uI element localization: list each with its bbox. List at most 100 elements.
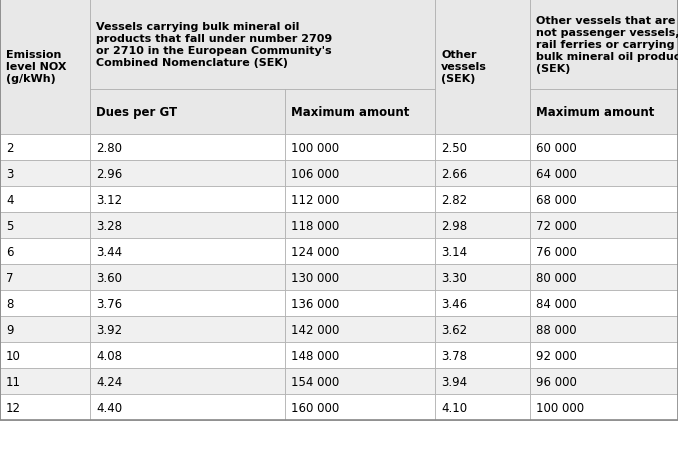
Bar bbox=[530, 316, 678, 342]
Text: 3.14: 3.14 bbox=[441, 245, 467, 258]
Bar bbox=[0, 368, 90, 394]
Bar bbox=[0, 135, 90, 161]
Text: 142 000: 142 000 bbox=[291, 323, 340, 336]
Bar bbox=[90, 0, 435, 90]
Text: Emission
level NOX
(g/kWh): Emission level NOX (g/kWh) bbox=[6, 51, 66, 84]
Bar bbox=[90, 264, 285, 290]
Bar bbox=[435, 187, 530, 212]
Bar bbox=[435, 161, 530, 187]
Bar bbox=[0, 212, 90, 239]
Text: Vessels carrying bulk mineral oil
products that fall under number 2709
or 2710 i: Vessels carrying bulk mineral oil produc… bbox=[96, 22, 332, 68]
Bar bbox=[90, 135, 285, 161]
Text: 2.98: 2.98 bbox=[441, 219, 467, 232]
Text: 3.28: 3.28 bbox=[96, 219, 122, 232]
Bar bbox=[285, 394, 435, 420]
Bar bbox=[435, 368, 530, 394]
Text: Other
vessels
(SEK): Other vessels (SEK) bbox=[441, 51, 487, 84]
Bar bbox=[530, 187, 678, 212]
Text: 3.44: 3.44 bbox=[96, 245, 122, 258]
Bar bbox=[0, 239, 90, 264]
Text: 4.10: 4.10 bbox=[441, 400, 467, 414]
Bar bbox=[530, 0, 678, 90]
Bar bbox=[435, 342, 530, 368]
Bar bbox=[90, 394, 285, 420]
Text: 4.08: 4.08 bbox=[96, 349, 122, 362]
Text: 3.12: 3.12 bbox=[96, 193, 122, 206]
Bar bbox=[285, 368, 435, 394]
Bar bbox=[530, 239, 678, 264]
Text: Maximum amount: Maximum amount bbox=[536, 106, 654, 119]
Text: 4.40: 4.40 bbox=[96, 400, 122, 414]
Text: 11: 11 bbox=[6, 375, 21, 388]
Text: 106 000: 106 000 bbox=[291, 167, 339, 180]
Bar bbox=[285, 161, 435, 187]
Bar bbox=[435, 394, 530, 420]
Bar bbox=[530, 342, 678, 368]
Text: 118 000: 118 000 bbox=[291, 219, 339, 232]
Bar bbox=[0, 290, 90, 316]
Bar bbox=[0, 161, 90, 187]
Text: 2.50: 2.50 bbox=[441, 141, 467, 154]
Text: 7: 7 bbox=[6, 271, 14, 284]
Bar bbox=[90, 290, 285, 316]
Text: 72 000: 72 000 bbox=[536, 219, 577, 232]
Text: 10: 10 bbox=[6, 349, 21, 362]
Bar bbox=[530, 290, 678, 316]
Bar bbox=[435, 135, 530, 161]
Bar bbox=[90, 316, 285, 342]
Bar bbox=[435, 264, 530, 290]
Text: 3.94: 3.94 bbox=[441, 375, 467, 388]
Bar bbox=[435, 212, 530, 239]
Bar bbox=[285, 342, 435, 368]
Text: 160 000: 160 000 bbox=[291, 400, 339, 414]
Text: 3.46: 3.46 bbox=[441, 297, 467, 310]
Text: Other vessels that are
not passenger vessels,
rail ferries or carrying
bulk mine: Other vessels that are not passenger ves… bbox=[536, 16, 678, 74]
Bar bbox=[435, 239, 530, 264]
Text: 2.96: 2.96 bbox=[96, 167, 122, 180]
Text: 2: 2 bbox=[6, 141, 14, 154]
Bar bbox=[285, 290, 435, 316]
Text: 6: 6 bbox=[6, 245, 14, 258]
Text: 130 000: 130 000 bbox=[291, 271, 339, 284]
Text: 112 000: 112 000 bbox=[291, 193, 340, 206]
Text: 3.78: 3.78 bbox=[441, 349, 467, 362]
Text: 96 000: 96 000 bbox=[536, 375, 577, 388]
Text: 88 000: 88 000 bbox=[536, 323, 576, 336]
Bar bbox=[90, 161, 285, 187]
Bar bbox=[435, 290, 530, 316]
Bar bbox=[285, 90, 435, 135]
Bar bbox=[285, 135, 435, 161]
Text: 136 000: 136 000 bbox=[291, 297, 339, 310]
Bar bbox=[285, 187, 435, 212]
Text: 3: 3 bbox=[6, 167, 14, 180]
Bar bbox=[530, 212, 678, 239]
Text: 64 000: 64 000 bbox=[536, 167, 577, 180]
Bar bbox=[0, 342, 90, 368]
Text: 2.82: 2.82 bbox=[441, 193, 467, 206]
Bar bbox=[530, 264, 678, 290]
Text: 3.92: 3.92 bbox=[96, 323, 122, 336]
Bar bbox=[90, 368, 285, 394]
Text: 2.80: 2.80 bbox=[96, 141, 122, 154]
Text: 4.24: 4.24 bbox=[96, 375, 122, 388]
Text: 100 000: 100 000 bbox=[291, 141, 339, 154]
Text: 76 000: 76 000 bbox=[536, 245, 577, 258]
Bar bbox=[435, 316, 530, 342]
Text: 9: 9 bbox=[6, 323, 14, 336]
Text: 3.76: 3.76 bbox=[96, 297, 122, 310]
Bar bbox=[530, 90, 678, 135]
Text: 3.62: 3.62 bbox=[441, 323, 467, 336]
Text: 2.66: 2.66 bbox=[441, 167, 467, 180]
Bar bbox=[285, 264, 435, 290]
Text: 4: 4 bbox=[6, 193, 14, 206]
Text: 100 000: 100 000 bbox=[536, 400, 584, 414]
Text: 84 000: 84 000 bbox=[536, 297, 577, 310]
Bar bbox=[435, 0, 530, 135]
Bar bbox=[530, 161, 678, 187]
Bar bbox=[285, 239, 435, 264]
Bar bbox=[530, 394, 678, 420]
Text: 80 000: 80 000 bbox=[536, 271, 576, 284]
Text: Maximum amount: Maximum amount bbox=[291, 106, 410, 119]
Text: 3.60: 3.60 bbox=[96, 271, 122, 284]
Text: 60 000: 60 000 bbox=[536, 141, 577, 154]
